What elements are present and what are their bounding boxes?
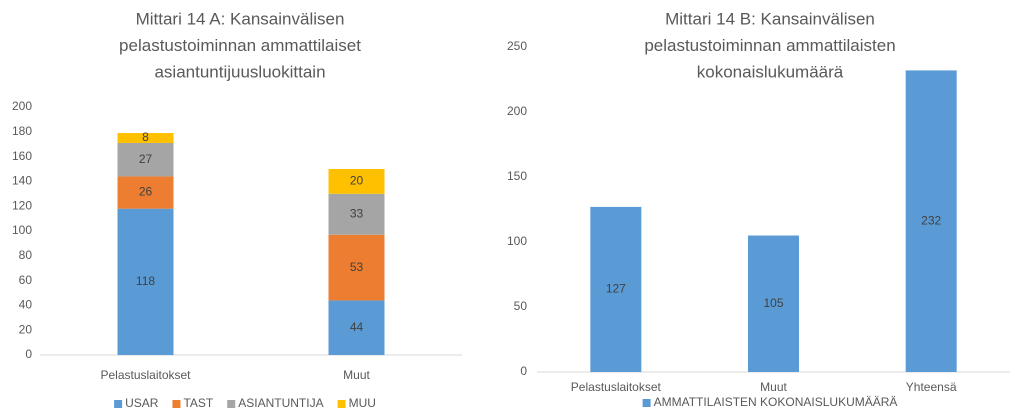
data-label: 232 <box>921 213 941 227</box>
data-label: 26 <box>139 185 153 199</box>
legend: AMMATTILAISTEN KOKONAISLUKUMÄÄRÄ <box>642 395 898 409</box>
legend-label: USAR <box>125 396 159 410</box>
y-tick-label: 0 <box>520 364 527 378</box>
bar <box>905 70 957 373</box>
y-tick-label: 100 <box>507 234 527 248</box>
legend-swatch <box>227 400 236 408</box>
y-tick-label: 80 <box>19 248 33 262</box>
y-tick-label: 180 <box>12 124 32 138</box>
chart-title: pelastustoiminnan ammattilaiset <box>119 36 361 55</box>
y-tick-label: 250 <box>507 39 527 53</box>
x-tick-label: Pelastuslaitokset <box>571 380 662 394</box>
y-tick-label: 40 <box>19 298 33 312</box>
x-tick-label: Muut <box>343 368 370 382</box>
y-tick-label: 120 <box>12 198 32 212</box>
y-tick-label: 100 <box>12 223 32 237</box>
legend-swatch <box>114 400 123 408</box>
y-tick-label: 60 <box>19 273 33 287</box>
bar-segment <box>117 208 174 355</box>
bar-segment <box>328 234 385 301</box>
data-label: 44 <box>350 320 364 334</box>
bar-segment <box>117 133 174 143</box>
x-tick-label: Pelastuslaitokset <box>100 368 191 382</box>
chart-title: asiantuntijuusluokittain <box>154 62 325 81</box>
legend-label: TAST <box>183 396 213 410</box>
legend-swatch <box>172 400 181 408</box>
bar-segment <box>328 193 385 235</box>
bar-segment <box>328 300 385 355</box>
y-tick-label: 50 <box>514 299 528 313</box>
x-tick-label: Muut <box>760 380 787 394</box>
y-tick-label: 200 <box>507 104 527 118</box>
data-label: 20 <box>350 174 364 188</box>
bar-segment <box>117 142 174 177</box>
chart-title: Mittari 14 B: Kansainvälisen <box>665 9 875 28</box>
data-label: 27 <box>139 152 153 166</box>
data-label: 127 <box>606 282 626 296</box>
bar <box>748 235 799 372</box>
y-tick-label: 0 <box>25 347 32 361</box>
bar-segment <box>328 169 385 194</box>
legend-swatch <box>642 399 651 407</box>
data-label: 53 <box>350 260 364 274</box>
legend-label: MUU <box>349 396 376 410</box>
legend: USAR TAST ASIANTUNTIJA MUU <box>114 396 376 410</box>
y-tick-label: 200 <box>12 99 32 113</box>
y-tick-label: 160 <box>12 149 32 163</box>
chart-title: pelastustoiminnan ammattilaisten <box>644 36 895 55</box>
chart-title: kokonaislukumäärä <box>697 62 844 81</box>
data-label: 8 <box>142 130 149 144</box>
data-label: 33 <box>350 206 364 220</box>
y-tick-label: 150 <box>507 169 527 183</box>
legend-swatch <box>337 400 346 408</box>
y-tick-label: 140 <box>12 174 32 188</box>
bar-segment <box>117 176 174 209</box>
legend-label: AMMATTILAISTEN KOKONAISLUKUMÄÄRÄ <box>654 395 898 409</box>
bar <box>590 206 642 372</box>
x-tick-label: Yhteensä <box>906 380 957 394</box>
data-label: 118 <box>136 274 155 288</box>
legend-label: ASIANTUNTIJA <box>238 396 323 410</box>
y-tick-label: 20 <box>19 322 33 336</box>
chart-title: Mittari 14 A: Kansainvälisen <box>136 9 345 28</box>
data-label: 105 <box>763 296 783 310</box>
